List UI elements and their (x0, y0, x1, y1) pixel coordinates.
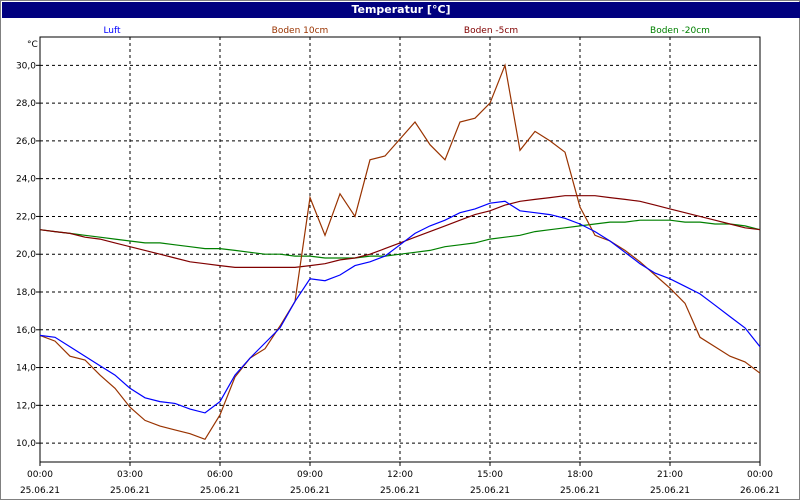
y-tick-label: 28,0 (16, 99, 36, 109)
x-tick-date: 25.06.21 (380, 486, 420, 496)
series-lines (39, 63, 761, 441)
x-tick-date: 25.06.21 (290, 486, 330, 496)
y-tick-label: 30,0 (16, 61, 36, 71)
x-axis: 00:00 25.06.21 03:00 25.06.21 06:00 25.06.21 0… (20, 462, 780, 496)
legend-entry: Luft (103, 26, 121, 36)
x-tick-date: 25.06.21 (470, 486, 510, 496)
x-tick-time: 18:00 (567, 470, 593, 480)
x-tick-time: 12:00 (387, 470, 413, 480)
x-tick-time: 21:00 (657, 470, 683, 480)
legend-entry: Boden -5cm (464, 26, 518, 36)
y-tick-label: 16,0 (16, 326, 36, 336)
y-tick-label: 26,0 (16, 137, 36, 147)
y-axis-unit: °C (27, 40, 38, 50)
x-tick-time: 00:00 (747, 470, 773, 480)
x-tick-time: 15:00 (477, 470, 503, 480)
legend: Luft Boden 10cm Boden -5cm Boden -20cm (103, 26, 710, 36)
y-axis: 10,0 12,0 14,0 16,0 18,0 20,0 22,0 24,0 26,0 28,0… (16, 61, 40, 449)
x-tick-time: 00:00 (27, 470, 53, 480)
x-tick-date: 25.06.21 (200, 486, 240, 496)
x-tick-date: 25.06.21 (20, 486, 60, 496)
series-line-boden-10cm (39, 63, 761, 441)
y-tick-label: 12,0 (16, 401, 36, 411)
chart-title: Temperatur [°C] (2, 2, 800, 18)
x-tick-date: 25.06.21 (110, 486, 150, 496)
x-tick-time: 03:00 (117, 470, 143, 480)
x-tick-date: 26.06.21 (740, 486, 780, 496)
legend-entry: Boden -20cm (650, 26, 710, 36)
y-tick-label: 24,0 (16, 175, 36, 185)
y-tick-label: 14,0 (16, 364, 36, 374)
x-tick-time: 06:00 (207, 470, 233, 480)
y-tick-label: 20,0 (16, 250, 36, 260)
series-line-luft (39, 200, 761, 414)
y-tick-label: 18,0 (16, 288, 36, 298)
x-tick-date: 25.06.21 (650, 486, 690, 496)
x-tick-date: 25.06.21 (560, 486, 600, 496)
y-tick-label: 22,0 (16, 212, 36, 222)
series-line-boden-20cm (39, 219, 761, 259)
legend-entry: Boden 10cm (272, 26, 329, 36)
y-tick-label: 10,0 (16, 439, 36, 449)
series-line-boden-5cm (39, 195, 761, 268)
x-tick-time: 09:00 (297, 470, 323, 480)
